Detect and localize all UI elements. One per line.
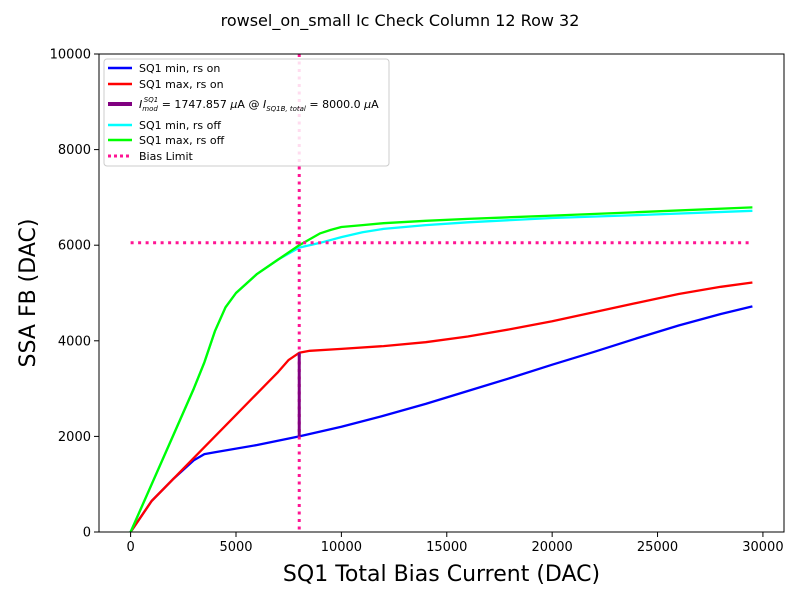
legend-label-sq1-max-rs-off: SQ1 max, rs off	[139, 134, 225, 147]
y-axis-ticks: 0 2000 4000 6000 8000 10000	[50, 48, 99, 541]
legend-label-sq1-max-rs-on: SQ1 max, rs on	[139, 78, 224, 91]
series-layer	[129, 54, 753, 532]
x-tick-label: 25000	[637, 540, 678, 555]
series-line-sq1-max-rs-off	[129, 206, 753, 532]
legend-box	[103, 58, 390, 167]
y-tick-label: 10000	[50, 48, 91, 63]
legend-label-sq1-min-rs-off: SQ1 min, rs off	[139, 119, 221, 132]
x-tick-label: 30000	[742, 540, 783, 555]
plot-area	[129, 54, 753, 532]
x-tick-label: 5000	[219, 540, 252, 555]
legend: SQ1 min, rs on SQ1 max, rs on ImodSQ1 = …	[103, 58, 390, 167]
x-tick-label: 0	[126, 540, 134, 555]
chart-title: rowsel_on_small Ic Check Column 12 Row 3…	[221, 11, 580, 31]
x-tick-label: 10000	[321, 540, 362, 555]
series-line-sq1-min-rs-on	[129, 305, 753, 532]
x-axis-label: SQ1 Total Bias Current (DAC)	[283, 562, 600, 587]
series-line-sq1-max-rs-on	[129, 281, 753, 532]
legend-label-sq1-min-rs-on: SQ1 min, rs on	[139, 62, 220, 75]
y-tick-label: 2000	[58, 430, 91, 445]
y-tick-label: 0	[83, 526, 91, 541]
x-tick-label: 20000	[531, 540, 572, 555]
y-tick-label: 4000	[58, 334, 91, 349]
y-tick-label: 8000	[58, 143, 91, 158]
axes-frame	[98, 53, 785, 533]
legend-label-bias-limit: Bias Limit	[139, 150, 194, 163]
y-tick-label: 6000	[58, 239, 91, 254]
x-tick-label: 15000	[426, 540, 467, 555]
y-axis-label: SSA FB (DAC)	[16, 219, 41, 368]
x-axis-ticks: 0 5000 10000 15000 20000 25000 30000	[126, 532, 784, 555]
legend-label-imod: ImodSQ1 = 1747.857 μA @ ISQ1B, total = 8…	[139, 96, 379, 113]
